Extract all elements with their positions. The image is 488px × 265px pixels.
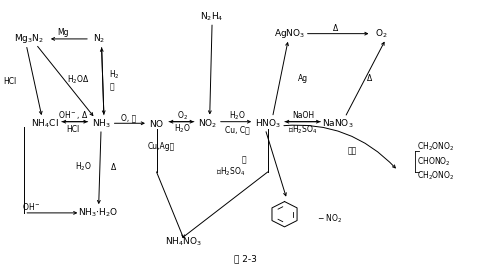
Text: $\rm NaNO_3$: $\rm NaNO_3$: [322, 117, 353, 130]
Text: $\rm NH_3$: $\rm NH_3$: [92, 117, 111, 130]
Text: Ag: Ag: [298, 74, 308, 83]
Text: $\rm H_2$
催: $\rm H_2$ 催: [109, 68, 120, 91]
Text: Cu, C浓: Cu, C浓: [225, 125, 250, 134]
Text: $\rm N_2$: $\rm N_2$: [93, 33, 105, 45]
Text: 浓$\rm H_2SO_4$: 浓$\rm H_2SO_4$: [288, 123, 318, 136]
Text: HCl: HCl: [66, 125, 80, 134]
Text: $\rm O_2$: $\rm O_2$: [177, 109, 188, 122]
Text: $\rm N_2H_4$: $\rm N_2H_4$: [200, 10, 224, 23]
Text: Mg: Mg: [58, 28, 69, 37]
Text: $\rm Mg_3N_2$: $\rm Mg_3N_2$: [14, 32, 43, 45]
Text: $\rm CHONO_2$: $\rm CHONO_2$: [417, 155, 451, 168]
Text: $\Delta$: $\Delta$: [332, 21, 339, 33]
Text: Cu,Ag稀: Cu,Ag稀: [148, 143, 175, 152]
Text: $\rm O_2$: $\rm O_2$: [375, 27, 387, 40]
Text: $\rm CH_2ONO_2$: $\rm CH_2ONO_2$: [417, 141, 455, 153]
Text: 苯
浓$\rm H_2SO_4$: 苯 浓$\rm H_2SO_4$: [217, 155, 246, 178]
Text: NaOH: NaOH: [292, 111, 314, 120]
Text: $\rm OH^-$, $\Delta$: $\rm OH^-$, $\Delta$: [58, 109, 88, 121]
Text: $\rm -NO_2$: $\rm -NO_2$: [316, 213, 342, 225]
Text: $\rm H_2O$: $\rm H_2O$: [174, 123, 191, 135]
Text: $\rm NH_4NO_3$: $\rm NH_4NO_3$: [164, 236, 202, 248]
Text: $\rm NO$: $\rm NO$: [149, 118, 164, 129]
Text: $\rm NH_3{\cdot}H_2O$: $\rm NH_3{\cdot}H_2O$: [79, 207, 119, 219]
Text: $\rm CH_2ONO_2$: $\rm CH_2ONO_2$: [417, 170, 455, 182]
Text: $\rm H_2O$: $\rm H_2O$: [229, 109, 246, 122]
Text: $\rm H_2O$: $\rm H_2O$: [75, 161, 92, 173]
Text: 甘油: 甘油: [347, 147, 357, 156]
Text: O, 催: O, 催: [122, 113, 137, 122]
Text: 图 2-3: 图 2-3: [234, 254, 257, 263]
Text: $\rm AgNO_3$: $\rm AgNO_3$: [274, 27, 305, 40]
Text: HCl: HCl: [3, 77, 17, 86]
Text: $\rm HNO_3$: $\rm HNO_3$: [255, 117, 281, 130]
Text: $\rm NH_4Cl$: $\rm NH_4Cl$: [31, 117, 59, 130]
Text: $\rm OH^-$: $\rm OH^-$: [22, 201, 41, 212]
Text: $\Delta$: $\Delta$: [110, 161, 117, 172]
Text: $\Delta$: $\Delta$: [366, 72, 373, 83]
Text: $\rm H_2O\Delta$: $\rm H_2O\Delta$: [67, 73, 90, 86]
Text: $\rm NO_2$: $\rm NO_2$: [198, 117, 217, 130]
